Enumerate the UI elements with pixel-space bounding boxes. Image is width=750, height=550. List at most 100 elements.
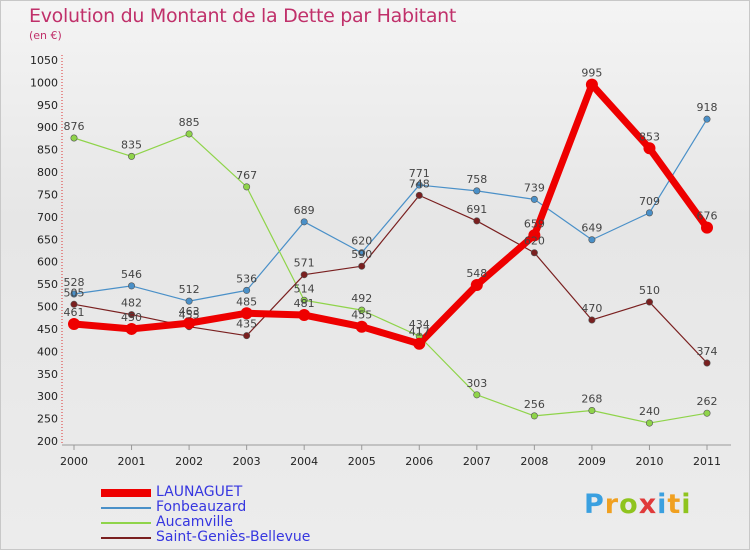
data-point xyxy=(358,249,366,257)
y-tick-label: 650 xyxy=(37,233,58,246)
data-point xyxy=(125,322,138,335)
x-tick-label: 2000 xyxy=(60,455,88,468)
y-tick-label: 600 xyxy=(37,256,58,269)
legend-swatch xyxy=(101,537,151,539)
data-label: 262 xyxy=(697,395,718,408)
data-label: 620 xyxy=(524,235,545,248)
data-label: 455 xyxy=(351,309,372,322)
data-point xyxy=(415,191,423,199)
logo-letter: o xyxy=(619,489,639,520)
y-tick-label: 200 xyxy=(37,435,58,448)
data-label: 771 xyxy=(409,167,430,180)
legend-label: Fonbeauzard xyxy=(156,499,247,515)
data-label: 417 xyxy=(409,326,430,339)
data-point xyxy=(470,279,483,292)
x-tick-label: 2001 xyxy=(118,455,146,468)
y-tick-label: 500 xyxy=(37,301,58,314)
data-point xyxy=(585,78,598,91)
data-point xyxy=(703,115,711,123)
data-point xyxy=(128,152,136,160)
data-label: 374 xyxy=(697,345,718,358)
legend-swatch xyxy=(101,507,151,509)
data-label: 739 xyxy=(524,181,545,194)
data-label: 461 xyxy=(64,306,85,319)
data-point xyxy=(530,249,538,257)
data-label: 885 xyxy=(179,116,200,129)
data-point xyxy=(70,300,78,308)
data-label: 492 xyxy=(351,292,372,305)
data-label: 482 xyxy=(121,297,142,310)
data-label: 918 xyxy=(697,101,718,114)
y-tick-label: 400 xyxy=(37,345,58,358)
data-point xyxy=(300,271,308,279)
data-label: 649 xyxy=(581,222,602,235)
proxiti-logo: Proxiti xyxy=(584,489,692,520)
data-label: 876 xyxy=(64,120,85,133)
y-tick-label: 800 xyxy=(37,166,58,179)
data-point xyxy=(588,316,596,324)
data-point xyxy=(588,407,596,415)
data-point xyxy=(473,391,481,399)
data-label: 995 xyxy=(581,67,602,80)
data-point xyxy=(243,332,251,340)
data-point xyxy=(588,236,596,244)
series-points xyxy=(68,78,713,427)
data-label: 434 xyxy=(409,318,430,331)
data-label: 758 xyxy=(466,173,487,186)
x-tick-label: 2004 xyxy=(290,455,318,468)
data-label: 546 xyxy=(121,268,142,281)
data-point xyxy=(473,187,481,195)
data-label: 450 xyxy=(121,311,142,324)
x-tick-label: 2008 xyxy=(520,455,548,468)
data-point xyxy=(645,209,653,217)
data-point xyxy=(300,296,308,304)
data-label: 510 xyxy=(639,284,660,297)
logo-letter: P xyxy=(584,489,605,520)
data-point xyxy=(413,337,426,350)
y-tick-label: 700 xyxy=(37,211,58,224)
legend-swatch xyxy=(101,522,151,524)
data-label: 676 xyxy=(697,210,718,223)
data-point xyxy=(643,142,656,155)
y-tick-label: 950 xyxy=(37,99,58,112)
data-label: 485 xyxy=(236,295,257,308)
x-tick-label: 2011 xyxy=(693,455,721,468)
y-tick-label: 450 xyxy=(37,323,58,336)
x-tick-label: 2005 xyxy=(348,455,376,468)
data-label: 505 xyxy=(64,286,85,299)
data-point xyxy=(68,318,80,331)
x-tick-label: 2003 xyxy=(233,455,261,468)
data-label: 571 xyxy=(294,257,315,270)
data-point xyxy=(358,306,366,314)
y-tick-label: 250 xyxy=(37,413,58,426)
axes: 200 250 300 350 400 450 500 550 600 650 700 750 800 8… xyxy=(30,54,731,468)
data-label: 748 xyxy=(409,177,430,190)
data-point xyxy=(300,218,308,226)
data-label: 512 xyxy=(179,283,200,296)
y-tick-label: 750 xyxy=(37,188,58,201)
series-line xyxy=(70,81,711,348)
data-point xyxy=(240,307,253,320)
logo-letter: i xyxy=(657,489,668,520)
data-labels: 528 546 512 536 689 620 771 758 739 649 709 918 876 8… xyxy=(64,67,718,418)
x-tick-label: 2006 xyxy=(405,455,433,468)
data-label: 767 xyxy=(236,169,257,182)
data-label: 303 xyxy=(466,377,487,390)
data-point xyxy=(185,130,193,138)
legend-label: Aucamville xyxy=(156,514,233,530)
data-point xyxy=(530,195,538,203)
data-label: 240 xyxy=(639,405,660,418)
y-tick-label: 900 xyxy=(37,121,58,134)
series-line xyxy=(73,118,708,302)
data-label: 481 xyxy=(294,297,315,310)
data-point xyxy=(645,298,653,306)
data-point xyxy=(358,262,366,270)
logo-letter: i xyxy=(681,489,692,520)
data-label: 620 xyxy=(351,235,372,248)
data-point xyxy=(243,286,251,294)
data-point xyxy=(645,419,653,427)
data-label: 528 xyxy=(64,276,85,289)
y-tick-label: 300 xyxy=(37,390,58,403)
logo-letter: t xyxy=(667,489,682,520)
logo-letter: r xyxy=(604,489,620,520)
